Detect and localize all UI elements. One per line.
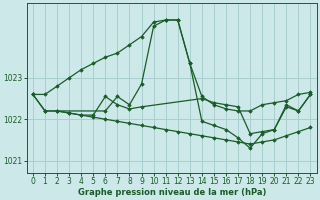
X-axis label: Graphe pression niveau de la mer (hPa): Graphe pression niveau de la mer (hPa) (77, 188, 266, 197)
